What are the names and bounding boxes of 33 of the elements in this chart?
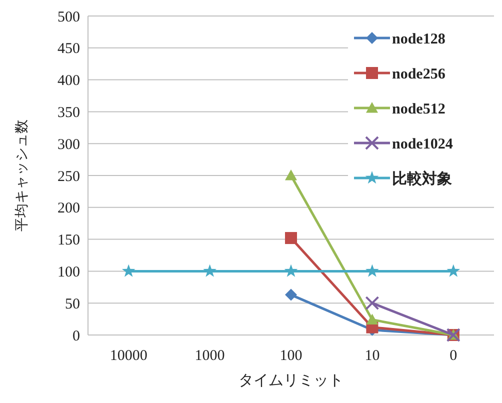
point bbox=[122, 264, 136, 277]
legend-label: node256 bbox=[392, 66, 446, 82]
point bbox=[365, 296, 380, 310]
point bbox=[366, 314, 378, 324]
y-tick-label: 150 bbox=[58, 232, 80, 249]
x-tick-label: 1000 bbox=[194, 348, 225, 364]
point bbox=[366, 264, 379, 277]
y-tick-label: 500 bbox=[58, 9, 80, 26]
point bbox=[284, 264, 298, 277]
y-axis-title: 平均キャッシュ数 bbox=[14, 120, 30, 232]
point bbox=[446, 264, 460, 277]
point bbox=[285, 288, 297, 301]
legend-label: node512 bbox=[392, 101, 446, 118]
point bbox=[203, 264, 216, 277]
legend-label: 比較対象 bbox=[392, 169, 452, 188]
y-tick-label: 300 bbox=[58, 136, 80, 153]
y-tick-label: 50 bbox=[65, 296, 80, 312]
x-tick-label: 10000 bbox=[110, 348, 148, 364]
point bbox=[285, 232, 297, 244]
y-tick-label: 350 bbox=[58, 104, 80, 121]
y-tick-label: 400 bbox=[58, 73, 80, 90]
y-tick-label: 200 bbox=[58, 200, 80, 217]
legend-label: node128 bbox=[392, 31, 446, 48]
y-tick-label: 250 bbox=[58, 168, 80, 185]
y-tick-label: 0 bbox=[72, 328, 80, 344]
y-tick-label: 100 bbox=[58, 264, 80, 280]
x-tick-label: 10 bbox=[364, 348, 380, 364]
point bbox=[285, 170, 297, 180]
y-tick-label: 450 bbox=[58, 41, 80, 58]
x-axis-title: タイムリミット bbox=[238, 373, 344, 389]
legend-label: node1024 bbox=[392, 136, 454, 152]
x-tick-label: 100 bbox=[280, 348, 302, 364]
x-tick-label: 0 bbox=[450, 348, 458, 364]
